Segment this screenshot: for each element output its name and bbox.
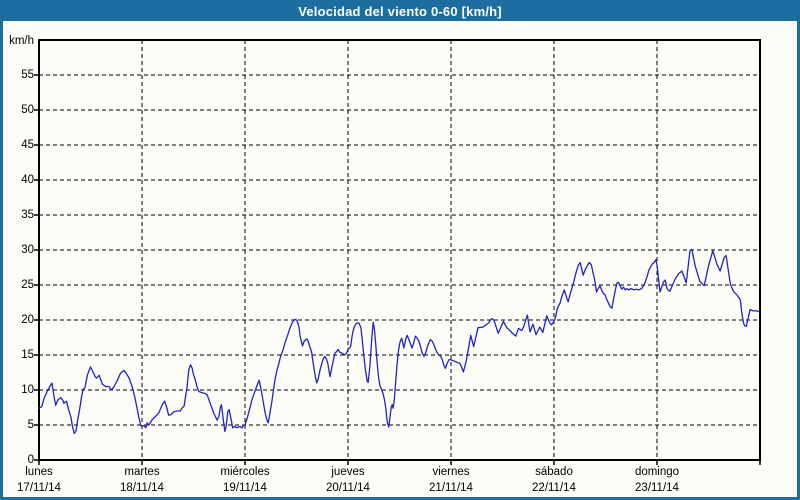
y-tick-label: 30	[21, 244, 34, 256]
y-tick-label: 40	[21, 174, 34, 186]
x-date-label: 21/11/14	[429, 482, 473, 494]
x-date-label: 17/11/14	[17, 482, 61, 494]
y-tick-label: 10	[21, 384, 34, 396]
x-date-label: 18/11/14	[120, 482, 164, 494]
y-tick-label: 55	[21, 69, 34, 81]
y-tick-label: 0	[27, 454, 34, 466]
y-axis-unit-label: km/h	[9, 35, 34, 47]
y-tick-label: 15	[21, 349, 34, 361]
x-date-label: 20/11/14	[326, 482, 370, 494]
x-day-label: martes	[124, 466, 160, 478]
titlebar: Velocidad del viento 0-60 [km/h]	[3, 3, 797, 21]
y-tick-label: 25	[21, 279, 34, 291]
chart-area: km/h 0 5 10 15 20 25 30 35 40 45 50 55 lunes 17/11/1…	[3, 21, 797, 497]
x-date-label: 22/11/14	[532, 482, 576, 494]
y-tick-label: 5	[27, 419, 34, 431]
x-day-label: miércoles	[220, 466, 270, 478]
y-tick-label: 50	[21, 104, 34, 116]
x-day-label: sábado	[535, 466, 573, 478]
y-tick-label: 35	[21, 209, 34, 221]
chart-svg	[34, 39, 761, 465]
x-date-label: 23/11/14	[635, 482, 679, 494]
y-tick-label: 20	[21, 314, 34, 326]
x-day-label: viernes	[432, 466, 470, 478]
window-title: Velocidad del viento 0-60 [km/h]	[298, 4, 502, 19]
x-day-label: lunes	[25, 466, 53, 478]
x-date-label: 19/11/14	[223, 482, 267, 494]
y-tick-label: 45	[21, 139, 34, 151]
x-day-label: jueves	[331, 466, 365, 478]
x-day-label: domingo	[634, 466, 680, 478]
wind-speed-line	[38, 248, 760, 435]
